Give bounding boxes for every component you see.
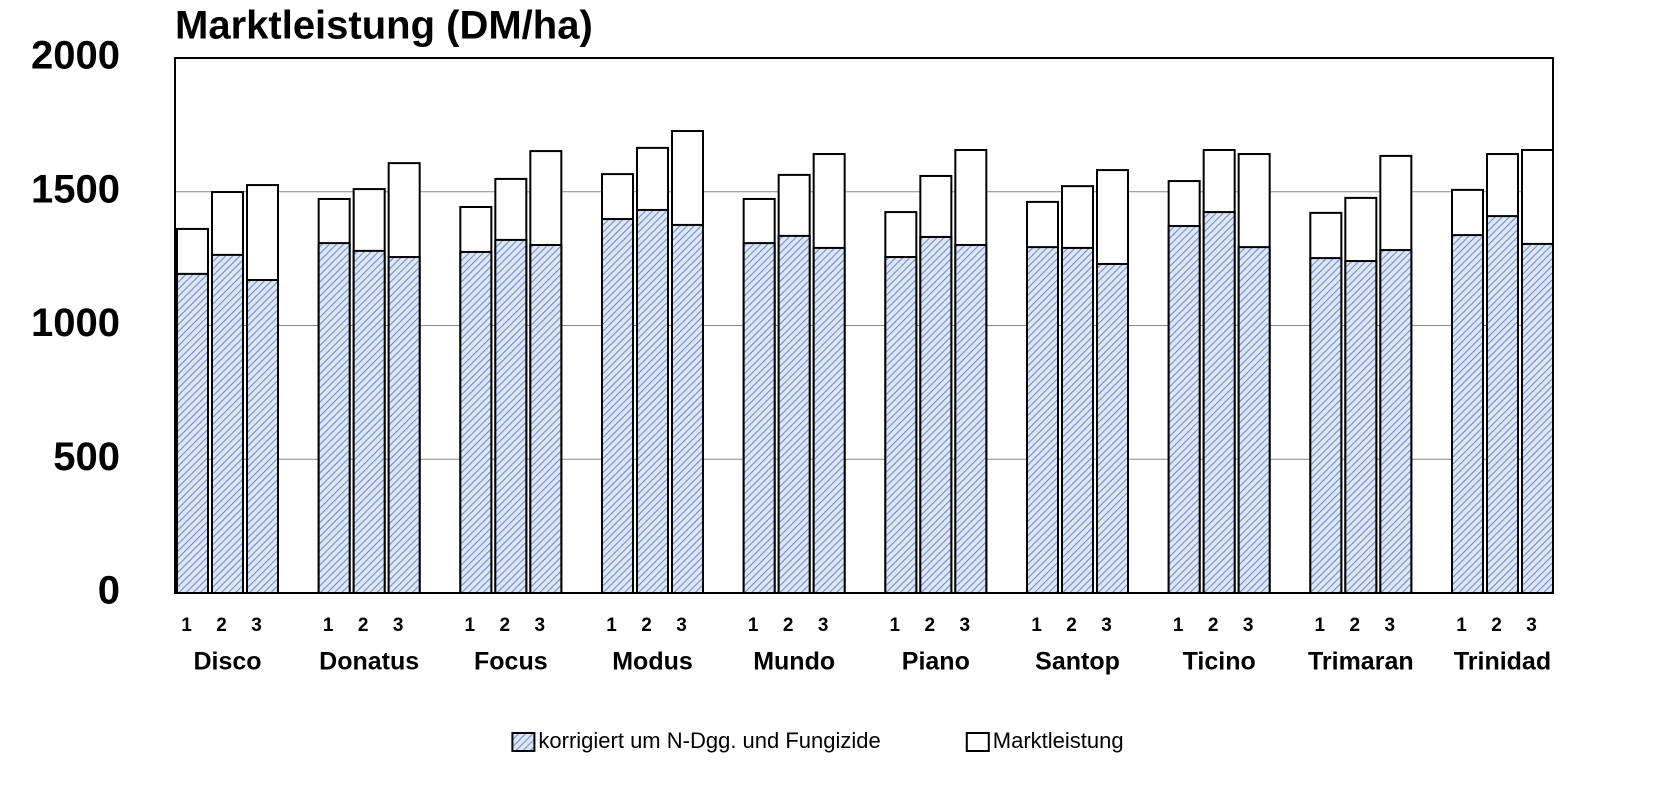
- bar: [671, 223, 704, 594]
- legend-swatch: [965, 732, 990, 752]
- bar: [742, 242, 776, 595]
- legend-swatch: [511, 732, 536, 752]
- legend-label: Marktleistung: [993, 728, 1124, 753]
- x-tick-label: 2: [216, 615, 227, 636]
- y-tick-label: 1000: [31, 301, 120, 345]
- x-tick-label: 1: [1315, 615, 1326, 636]
- group-label: Ticino: [1183, 648, 1256, 676]
- bar: [1026, 246, 1059, 594]
- group-label: Disco: [193, 648, 261, 676]
- bar: [636, 208, 669, 594]
- bar: [529, 243, 563, 594]
- x-tick-label: 1: [323, 615, 334, 636]
- bar: [387, 256, 421, 594]
- bar: [494, 238, 528, 594]
- bar: [459, 250, 493, 594]
- chart-title: Marktleistung (DM/ha): [175, 4, 593, 48]
- x-tick-label: 1: [1173, 615, 1184, 636]
- bar: [1486, 215, 1519, 594]
- x-tick-label: 1: [1456, 615, 1467, 636]
- x-tick-label: 1: [1031, 615, 1042, 636]
- x-tick-label: 3: [818, 615, 829, 636]
- group-label: Focus: [474, 648, 548, 676]
- x-tick-label: 3: [393, 615, 404, 636]
- group-label: Modus: [612, 648, 693, 676]
- bar: [1344, 260, 1378, 594]
- x-tick-label: 2: [1350, 615, 1361, 636]
- x-tick-label: 2: [500, 615, 511, 636]
- bar: [601, 218, 634, 594]
- bar: [954, 243, 988, 594]
- x-tick-label: 3: [251, 615, 262, 636]
- group-label: Donatus: [319, 648, 419, 676]
- bar: [317, 242, 351, 595]
- bar: [1061, 246, 1094, 595]
- x-tick-label: 1: [606, 615, 617, 636]
- x-tick-label: 2: [783, 615, 794, 636]
- group-label: Santop: [1035, 648, 1120, 676]
- bar: [211, 253, 244, 594]
- x-tick-label: 1: [181, 615, 192, 636]
- legend-label: korrigiert um N-Dgg. und Fungizide: [538, 728, 880, 753]
- x-tick-label: 3: [1243, 615, 1254, 636]
- x-tick-label: 3: [1385, 615, 1396, 636]
- bar: [777, 234, 811, 594]
- bar: [1202, 211, 1236, 595]
- bar: [176, 272, 209, 594]
- x-tick-label: 1: [748, 615, 759, 636]
- x-tick-label: 3: [676, 615, 687, 636]
- x-tick-label: 2: [1066, 615, 1077, 636]
- group-label: Trinidad: [1454, 648, 1551, 676]
- y-tick-label: 2000: [31, 34, 120, 78]
- bar: [1379, 249, 1413, 594]
- x-tick-label: 2: [1208, 615, 1219, 636]
- x-tick-label: 3: [535, 615, 546, 636]
- x-tick-label: 2: [925, 615, 936, 636]
- bar: [1237, 246, 1271, 594]
- x-tick-label: 3: [1101, 615, 1112, 636]
- group-label: Trimaran: [1308, 648, 1414, 676]
- group-label: Piano: [902, 648, 970, 676]
- bar: [352, 249, 386, 594]
- bar: [246, 279, 279, 594]
- x-tick-label: 3: [1526, 615, 1537, 636]
- x-tick-label: 2: [358, 615, 369, 636]
- bar: [1521, 242, 1554, 594]
- bar: [884, 256, 918, 594]
- bar: [1167, 224, 1201, 595]
- y-tick-label: 0: [98, 569, 120, 613]
- bar: [919, 235, 953, 595]
- x-tick-label: 2: [641, 615, 652, 636]
- bar: [812, 246, 846, 595]
- bar: [1451, 234, 1484, 595]
- bar: [1309, 257, 1343, 594]
- x-tick-label: 3: [960, 615, 971, 636]
- x-tick-label: 1: [465, 615, 476, 636]
- x-tick-label: 1: [890, 615, 901, 636]
- y-tick-label: 500: [53, 435, 120, 479]
- y-tick-label: 1500: [31, 167, 120, 211]
- group-label: Mundo: [753, 648, 835, 676]
- bar: [1096, 262, 1129, 594]
- x-tick-label: 2: [1491, 615, 1502, 636]
